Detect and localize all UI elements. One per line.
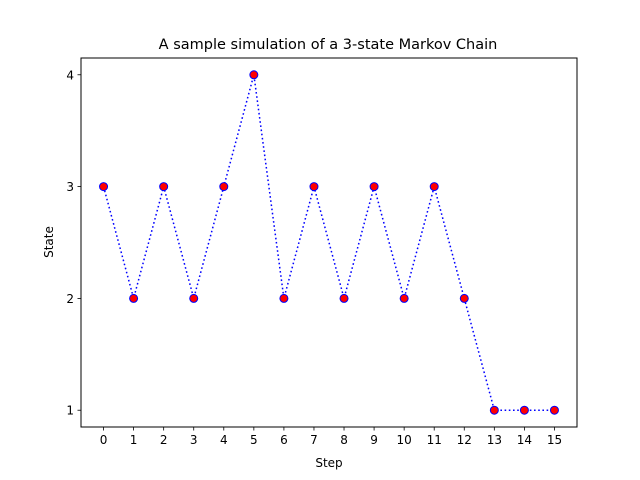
x-tick-label: 5 <box>250 433 258 447</box>
x-axis: 0 1 2 3 4 5 6 7 8 9 10 11 12 13 14 15 <box>100 427 562 447</box>
data-point <box>129 293 139 303</box>
data-point <box>309 182 319 192</box>
x-tick-label: 14 <box>517 433 532 447</box>
x-tick-label: 9 <box>370 433 378 447</box>
x-tick-label: 15 <box>547 433 562 447</box>
y-tick-label: 1 <box>66 404 74 418</box>
data-point <box>549 405 559 415</box>
y-tick-label: 4 <box>66 68 74 82</box>
data-point <box>249 70 259 80</box>
y-axis: 1 2 3 4 <box>66 68 81 418</box>
data-point <box>429 182 439 192</box>
y-tick-label: 3 <box>66 180 74 194</box>
x-tick-label: 2 <box>160 433 168 447</box>
plot-area <box>81 58 577 427</box>
series-markers <box>99 70 559 415</box>
x-tick-label: 4 <box>220 433 228 447</box>
plot-frame <box>80 57 578 428</box>
x-tick-label: 0 <box>100 433 108 447</box>
x-tick-label: 3 <box>190 433 198 447</box>
data-point <box>459 293 469 303</box>
x-axis-label: Step <box>315 456 342 470</box>
series-state <box>99 70 559 415</box>
data-point <box>489 405 499 415</box>
x-tick-label: 6 <box>280 433 288 447</box>
x-tick-label: 8 <box>340 433 348 447</box>
x-tick-label: 7 <box>310 433 318 447</box>
data-point <box>279 293 289 303</box>
x-tick-label: 12 <box>457 433 472 447</box>
chart-title: A sample simulation of a 3-state Markov … <box>159 37 498 53</box>
x-tick-label: 13 <box>487 433 502 447</box>
x-tick-label: 1 <box>130 433 138 447</box>
y-tick-label: 2 <box>66 292 74 306</box>
data-point <box>219 182 229 192</box>
data-point <box>189 293 199 303</box>
data-point <box>99 182 109 192</box>
data-point <box>519 405 529 415</box>
data-point <box>159 182 169 192</box>
data-point <box>399 293 409 303</box>
y-axis-label: State <box>42 226 56 258</box>
x-tick-label: 11 <box>427 433 442 447</box>
data-point <box>339 293 349 303</box>
data-point <box>369 182 379 192</box>
x-tick-label: 10 <box>397 433 412 447</box>
